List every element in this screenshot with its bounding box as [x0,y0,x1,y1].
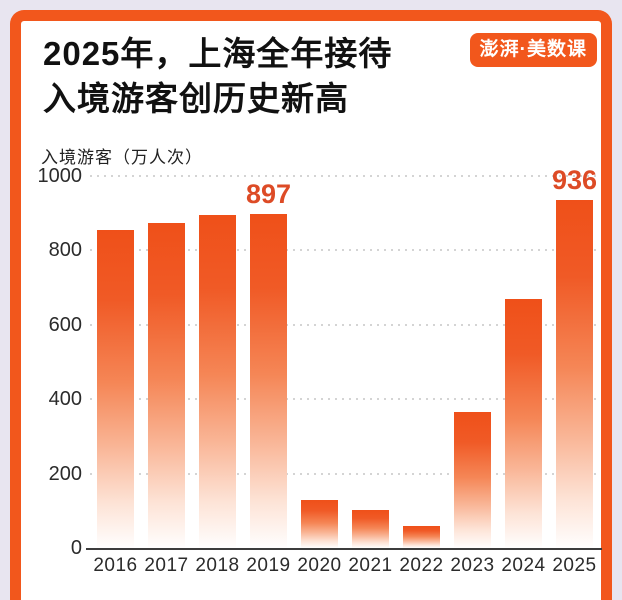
gridline-400 [90,398,600,401]
bar-2021 [352,510,389,548]
x-tick-label-2018: 2018 [195,555,240,576]
page-title-line1: 2025年，上海全年接待 [43,35,393,72]
x-tick-label-2016: 2016 [93,555,138,576]
gridline-600 [90,323,600,326]
x-tick-label-2017: 2017 [144,555,189,576]
bar-column-2016 [90,176,141,548]
bar-chart-plot-area: 897 936 0 200 400 600 800 1000 [38,165,602,558]
gridline-800 [90,249,600,252]
bar-2019 [250,214,287,548]
bar-column-2022 [396,176,447,548]
bar-column-2023 [447,176,498,548]
x-tick-label-2023: 2023 [450,555,495,576]
x-tick-label-2019: 2019 [246,555,291,576]
x-tick-label-2024: 2024 [501,555,546,576]
x-tick-label-2025: 2025 [552,555,597,576]
page-title-line2: 入境游客创历史新高 [43,80,349,117]
bar-column-2018 [192,176,243,548]
bar-column-2025: 936 [549,165,600,548]
bar-column-2020 [294,176,345,548]
bar-2022 [403,525,440,548]
y-tick-label-400: 400 [48,388,82,411]
bar-2023 [454,412,491,548]
y-tick-label-600: 600 [48,313,82,336]
bar-2024 [505,298,542,548]
bar-value-label-2025: 936 [551,164,598,195]
pengpai-meishuke-logo-badge: 澎湃·美数课 [469,33,597,67]
bar-column-2017 [141,176,192,548]
bar-2017 [148,223,185,548]
bar-column-2021 [345,176,396,548]
gridline-200 [90,472,600,475]
page-title: 2025年，上海全年接待 入境游客创历史新高 [43,31,392,121]
y-tick-label-1000: 1000 [37,165,83,187]
y-tick-label-200: 200 [48,462,82,485]
y-tick-label-0: 0 [70,537,82,559]
bar-value-label-2019: 897 [245,179,292,210]
bar-series: 897 936 [90,165,600,548]
bar-column-2019: 897 [243,176,294,548]
y-axis-title: 入境游客（万人次） [41,148,203,167]
bar-column-2024 [498,176,549,548]
bar-2018 [199,215,236,548]
bar-2025 [556,199,593,548]
infographic-card: 澎湃·美数课 2025年，上海全年接待 入境游客创历史新高 入境游客（万人次） 8… [10,10,612,600]
y-tick-label-800: 800 [48,239,82,262]
bar-2020 [301,500,338,548]
x-tick-label-2022: 2022 [399,555,444,576]
x-tick-label-2020: 2020 [297,555,342,576]
x-axis-line [86,548,602,550]
x-tick-label-2021: 2021 [348,555,393,576]
gridline-1000 [90,175,600,177]
bar-2016 [97,230,134,548]
x-axis-tick-labels: 2016 2017 2018 2019 2020 2021 2022 2023 2024 2025 [90,555,600,577]
